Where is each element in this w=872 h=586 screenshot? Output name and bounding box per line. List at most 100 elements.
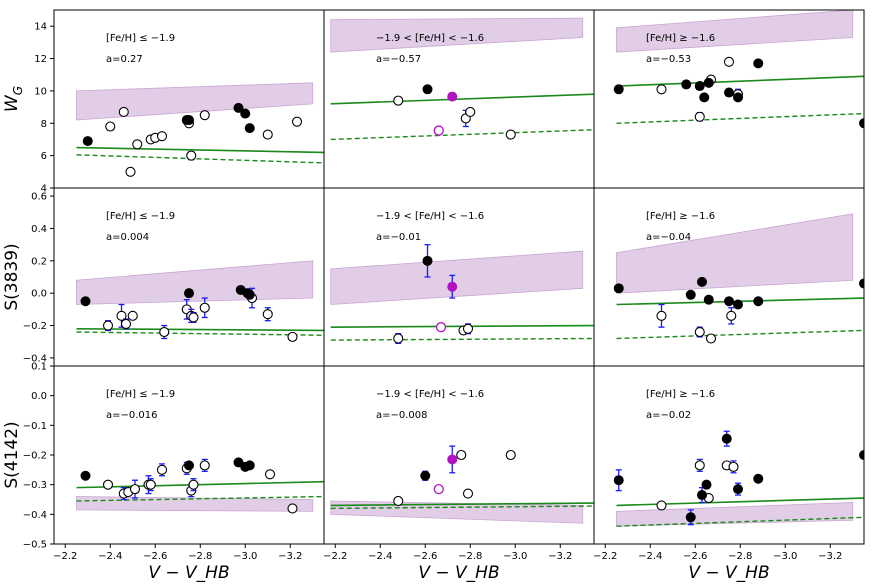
y-axis-title: S(4142) <box>2 421 22 488</box>
panel-plot-area <box>613 430 864 527</box>
panel-0-2: [Fe/H] ≥ −1.6 a=−0.53 <box>593 9 865 189</box>
filled-point <box>721 433 732 444</box>
filled-point <box>724 87 734 98</box>
slope-label: a=−0.02 <box>646 410 691 421</box>
filled-point <box>733 484 743 495</box>
metallicity-label: [Fe/H] ≥ −1.6 <box>646 33 715 44</box>
open-point <box>694 326 705 338</box>
filled-point <box>420 470 431 481</box>
open-point <box>264 469 276 480</box>
filled-point <box>697 490 707 501</box>
filled-point <box>733 92 743 103</box>
y-tick-label: 10 <box>34 86 47 97</box>
open-point <box>188 312 199 323</box>
x-tick-label: −3.0 <box>233 551 257 562</box>
model-band <box>76 260 314 305</box>
open-point <box>116 310 127 321</box>
open-point <box>262 309 273 320</box>
fit-line-dashed <box>616 112 864 124</box>
open-point <box>656 500 667 511</box>
panel-plot-area <box>76 82 324 177</box>
y-tick-label: −0.1 <box>23 421 47 432</box>
open-point <box>465 106 476 117</box>
model-band <box>330 17 584 53</box>
x-tick-label: −3.2 <box>548 551 572 562</box>
fit-line-dashed <box>330 505 594 510</box>
filled-point <box>233 102 244 113</box>
y-axis-title: S(3839) <box>2 243 22 310</box>
slope-label: a=−0.53 <box>646 54 691 65</box>
open-point <box>656 84 667 95</box>
filled-point <box>82 136 93 147</box>
panel-2-1: −1.9 < [Fe/H] < −1.6 a=−0.008 −2.2 −2.4 −2.6… <box>323 365 595 583</box>
y-tick-label: 8 <box>41 119 47 130</box>
model-band <box>616 10 854 53</box>
magenta-filled-point <box>447 281 458 292</box>
open-point <box>393 95 404 106</box>
filled-point <box>422 84 433 95</box>
y-tick-label: −0.4 <box>23 353 47 364</box>
filled-point <box>244 289 255 300</box>
y-tick-label: 0.0 <box>31 289 47 300</box>
filled-point <box>422 255 433 266</box>
filled-point <box>859 450 864 460</box>
panel-plot-area <box>330 445 594 524</box>
open-point <box>127 310 138 321</box>
open-point <box>118 106 129 117</box>
model-band <box>616 502 854 527</box>
open-point <box>287 331 298 342</box>
open-point <box>199 302 210 313</box>
magenta-open-point <box>435 322 447 333</box>
filled-point <box>613 283 624 294</box>
panel-plot-area <box>330 17 594 141</box>
metallicity-label: −1.9 < [Fe/H] < −1.6 <box>376 33 484 44</box>
y-tick-label: −0.2 <box>23 321 47 332</box>
open-point <box>462 488 474 499</box>
x-tick-label: −3.0 <box>503 551 527 562</box>
open-point <box>656 310 667 321</box>
open-point <box>156 131 168 142</box>
panel-plot-area <box>76 260 324 342</box>
fit-line-solid <box>76 327 324 332</box>
fit-line-solid <box>330 502 594 507</box>
x-tick-label: −2.8 <box>458 551 482 562</box>
panel-1-0: [Fe/H] ≤ −1.9 a=0.004 −0.4 −0.2 0.0 0.2 0.4 0.6 <box>23 187 325 367</box>
open-point <box>705 333 717 344</box>
metallicity-label: −1.9 < [Fe/H] < −1.6 <box>376 389 484 400</box>
open-point <box>505 129 516 140</box>
open-point <box>505 449 516 461</box>
filled-point <box>244 123 255 134</box>
x-tick-label: −2.6 <box>413 551 437 562</box>
model-band <box>76 82 314 121</box>
x-tick-label: −3.2 <box>278 551 302 562</box>
panel-plot-area <box>330 243 594 344</box>
fit-line-dashed <box>616 329 864 340</box>
open-point <box>199 110 210 121</box>
open-point <box>694 111 705 122</box>
open-point <box>291 116 303 127</box>
filled-point <box>694 81 705 92</box>
y-axis-title-main: W <box>2 94 22 112</box>
open-point <box>120 318 132 329</box>
x-tick-label: −2.2 <box>593 551 617 562</box>
x-tick-label: −2.6 <box>143 551 167 562</box>
y-tick-label: 0.1 <box>31 362 47 373</box>
magenta-filled-point <box>447 454 458 465</box>
open-point <box>262 129 273 140</box>
panel-2-2: [Fe/H] ≥ −1.6 a=−0.02 −2.2 −2.4 −2.6 −2.8 −3.0… <box>593 365 865 583</box>
slope-label: a=−0.016 <box>106 410 158 421</box>
filled-point <box>80 470 91 481</box>
filled-point <box>753 473 764 484</box>
fit-line-dashed <box>76 495 324 502</box>
y-tick-label: 0.0 <box>31 391 47 402</box>
filled-point <box>244 460 255 471</box>
panel-0-1: −1.9 < [Fe/H] < −1.6 a=−0.57 <box>323 9 595 189</box>
open-point <box>726 310 737 321</box>
filled-point <box>613 84 624 95</box>
y-tick-label: 0.6 <box>31 192 47 203</box>
slope-label: a=−0.57 <box>376 54 421 65</box>
metallicity-label: [Fe/H] ≤ −1.9 <box>106 211 175 222</box>
panel-1-2: [Fe/H] ≥ −1.6 a=−0.04 <box>593 187 865 367</box>
x-tick-label: −3.2 <box>818 551 842 562</box>
